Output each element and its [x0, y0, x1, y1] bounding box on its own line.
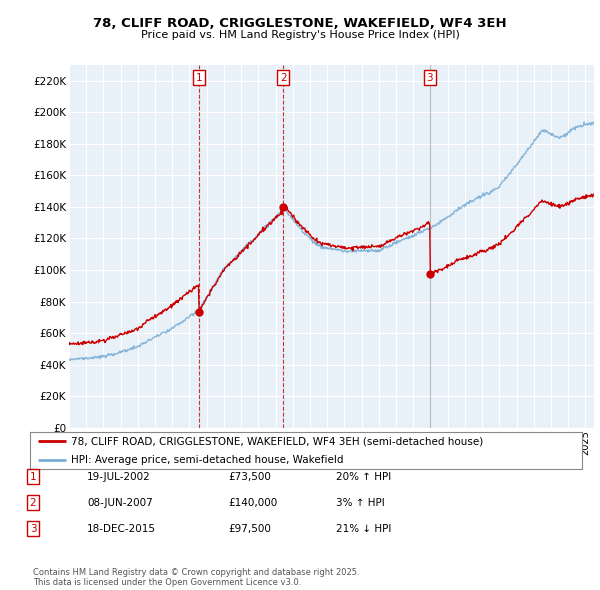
Text: 78, CLIFF ROAD, CRIGGLESTONE, WAKEFIELD, WF4 3EH: 78, CLIFF ROAD, CRIGGLESTONE, WAKEFIELD,… — [93, 17, 507, 30]
Text: Price paid vs. HM Land Registry's House Price Index (HPI): Price paid vs. HM Land Registry's House … — [140, 30, 460, 40]
Text: 2: 2 — [280, 73, 286, 83]
Text: HPI: Average price, semi-detached house, Wakefield: HPI: Average price, semi-detached house,… — [71, 455, 344, 465]
Text: 21% ↓ HPI: 21% ↓ HPI — [336, 524, 391, 533]
Text: 19-JUL-2002: 19-JUL-2002 — [87, 472, 151, 481]
Text: 3: 3 — [29, 524, 37, 533]
Text: Contains HM Land Registry data © Crown copyright and database right 2025.
This d: Contains HM Land Registry data © Crown c… — [33, 568, 359, 587]
Text: 3: 3 — [427, 73, 433, 83]
Text: 1: 1 — [196, 73, 202, 83]
Text: 78, CLIFF ROAD, CRIGGLESTONE, WAKEFIELD, WF4 3EH (semi-detached house): 78, CLIFF ROAD, CRIGGLESTONE, WAKEFIELD,… — [71, 436, 484, 446]
Text: £140,000: £140,000 — [228, 498, 277, 507]
Text: 1: 1 — [29, 472, 37, 481]
Text: 3% ↑ HPI: 3% ↑ HPI — [336, 498, 385, 507]
Text: 08-JUN-2007: 08-JUN-2007 — [87, 498, 153, 507]
Text: 18-DEC-2015: 18-DEC-2015 — [87, 524, 156, 533]
Text: £97,500: £97,500 — [228, 524, 271, 533]
Text: £73,500: £73,500 — [228, 472, 271, 481]
Text: 2: 2 — [29, 498, 37, 507]
Text: 20% ↑ HPI: 20% ↑ HPI — [336, 472, 391, 481]
